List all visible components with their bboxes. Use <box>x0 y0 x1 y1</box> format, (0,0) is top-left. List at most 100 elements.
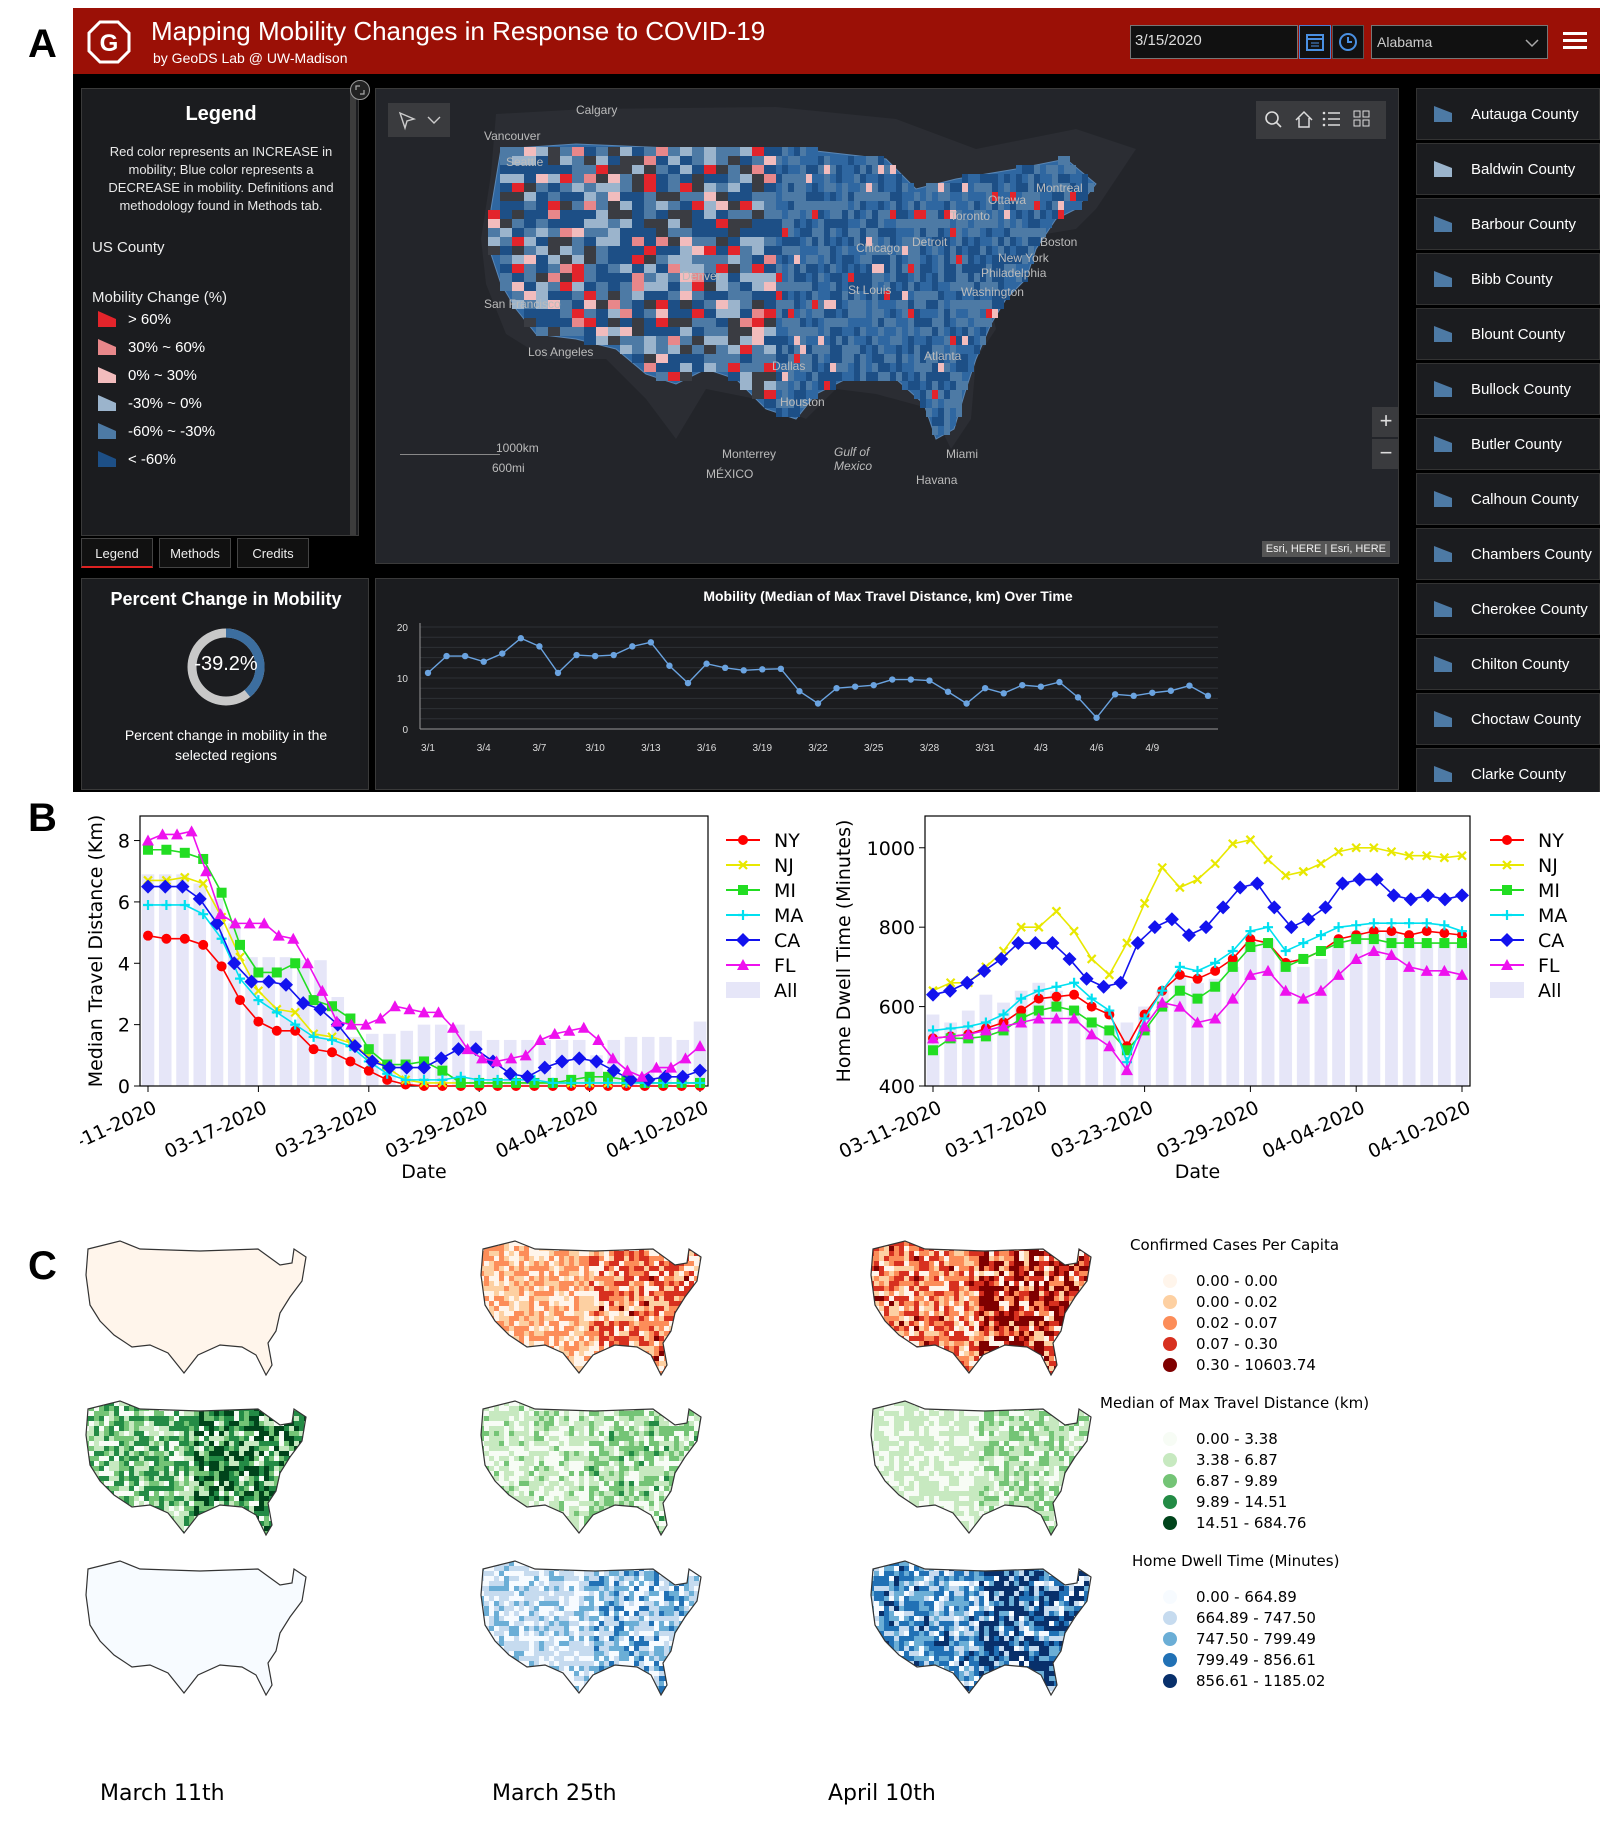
county-cell <box>654 1301 659 1306</box>
mobility-point[interactable] <box>851 683 859 690</box>
county-cell <box>984 1316 989 1321</box>
mobility-point[interactable] <box>889 676 896 683</box>
mobility-point[interactable] <box>480 658 487 665</box>
mobility-point[interactable] <box>981 685 989 692</box>
date-input[interactable]: 3/15/2020 <box>1130 25 1298 59</box>
mobility-point[interactable] <box>573 651 580 659</box>
mobility-point[interactable] <box>759 666 766 673</box>
mobility-map[interactable]: 1000km 600mi + − Esri, HERE | Esri, HERE… <box>375 88 1399 564</box>
county-cell <box>529 1281 534 1286</box>
county-patch <box>704 345 716 354</box>
mobility-point[interactable] <box>1074 694 1082 701</box>
mobility-point[interactable] <box>963 700 970 707</box>
mobility-point[interactable] <box>647 639 655 646</box>
county-cell <box>969 1256 974 1261</box>
county-patch <box>572 255 584 264</box>
mobility-point[interactable] <box>777 665 785 673</box>
county-patch <box>998 192 1004 201</box>
county-symbol-icon <box>1434 766 1452 782</box>
legend-scrollbar[interactable] <box>350 89 356 535</box>
mobility-point[interactable] <box>443 652 450 660</box>
tab-methods[interactable]: Methods <box>159 538 231 568</box>
tab-credits[interactable]: Credits <box>237 538 309 568</box>
mobility-point[interactable] <box>1130 692 1137 700</box>
county-patch <box>1082 192 1088 201</box>
mobility-point[interactable] <box>1167 687 1175 694</box>
tab-legend[interactable]: Legend <box>81 538 153 568</box>
county-list-item[interactable]: Barbour County <box>1416 198 1600 250</box>
county-list-item[interactable]: Baldwin County <box>1416 143 1600 195</box>
mobility-point[interactable] <box>870 681 877 689</box>
zoom-in-button[interactable]: + <box>1372 407 1398 437</box>
county-list-item[interactable]: Chambers County <box>1416 528 1600 580</box>
mobility-point[interactable] <box>424 669 432 677</box>
mobility-point[interactable] <box>1204 692 1212 700</box>
hamburger-menu-icon[interactable] <box>1563 30 1587 52</box>
county-list-item[interactable]: Choctaw County <box>1416 693 1600 745</box>
mobility-point[interactable] <box>591 652 599 660</box>
county-list-item[interactable]: Bibb County <box>1416 253 1600 305</box>
county-list-item[interactable]: Clarke County <box>1416 748 1600 792</box>
county-patch <box>572 219 584 228</box>
county-patch <box>644 336 656 345</box>
mobility-point[interactable] <box>629 643 636 650</box>
mobility-point[interactable] <box>1149 689 1156 696</box>
mobility-point[interactable] <box>944 688 952 695</box>
state-select[interactable]: Alabama <box>1371 25 1548 59</box>
mobility-point[interactable] <box>833 685 840 692</box>
county-list-item[interactable]: Autauga County <box>1416 88 1600 140</box>
mobility-point[interactable] <box>1093 714 1100 721</box>
layer-list-icon[interactable] <box>1322 111 1340 127</box>
county-cell <box>619 1361 624 1366</box>
mobility-point[interactable] <box>666 662 673 669</box>
county-list-item[interactable]: Butler County <box>1416 418 1600 470</box>
mobility-point[interactable] <box>461 652 469 660</box>
search-icon[interactable] <box>1265 111 1282 128</box>
mobility-point[interactable] <box>907 676 915 683</box>
mobility-point[interactable] <box>536 643 543 650</box>
mobility-point[interactable] <box>1186 682 1193 689</box>
calendar-button[interactable] <box>1299 25 1331 59</box>
mobility-point[interactable] <box>740 667 747 674</box>
mobility-point[interactable] <box>814 700 822 707</box>
basemap-gallery-icon[interactable] <box>1353 110 1370 127</box>
mobility-point[interactable] <box>1019 681 1026 689</box>
county-patch <box>536 309 548 318</box>
mobility-point[interactable] <box>1000 690 1007 697</box>
zoom-out-button[interactable]: − <box>1372 439 1398 469</box>
mobility-point[interactable] <box>703 660 710 667</box>
mobility-point[interactable] <box>796 688 803 695</box>
data-point <box>1386 938 1397 949</box>
expand-button[interactable] <box>350 80 370 100</box>
mobility-point[interactable] <box>1037 683 1045 690</box>
mobility-point[interactable] <box>517 635 525 642</box>
home-icon[interactable] <box>1295 110 1313 128</box>
mobility-point[interactable] <box>554 669 562 677</box>
mobility-point[interactable] <box>610 651 617 659</box>
data-point <box>388 1000 401 1012</box>
county-list-item[interactable]: Calhoun County <box>1416 473 1600 525</box>
mobility-point[interactable] <box>1111 691 1119 698</box>
county-list-item[interactable]: Chilton County <box>1416 638 1600 690</box>
county-cell <box>919 1366 924 1371</box>
county-cell <box>669 1316 674 1321</box>
county-cell <box>979 1366 984 1371</box>
us-county-map[interactable] <box>376 89 1399 564</box>
county-cell <box>944 1276 949 1281</box>
time-button[interactable] <box>1332 25 1364 59</box>
mobility-point[interactable] <box>1056 678 1063 686</box>
data-point <box>1068 1012 1081 1024</box>
county-cell <box>639 1291 644 1296</box>
county-cell <box>194 1421 199 1426</box>
map-select-tool[interactable] <box>388 103 450 137</box>
county-cell <box>954 1256 959 1261</box>
mobility-point[interactable] <box>926 677 933 684</box>
mobility-point[interactable] <box>721 664 729 671</box>
county-cell <box>1034 1326 1039 1331</box>
mobility-point[interactable] <box>499 650 506 657</box>
mobility-point[interactable] <box>684 679 692 687</box>
county-patch <box>740 327 752 336</box>
county-list-item[interactable]: Blount County <box>1416 308 1600 360</box>
county-list-item[interactable]: Cherokee County <box>1416 583 1600 635</box>
county-list-item[interactable]: Bullock County <box>1416 363 1600 415</box>
